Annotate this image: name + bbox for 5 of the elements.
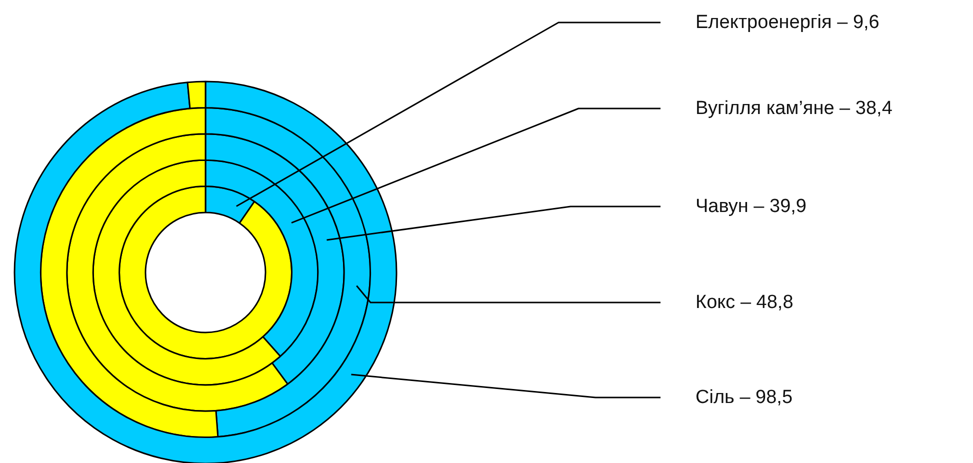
text: Кокс – 48,8 [696, 292, 794, 313]
text: Вугілля кам’яне – 38,4 [696, 98, 893, 119]
text: Електроенергія – 9,6 [696, 12, 880, 33]
text: Сіль – 98,5 [696, 387, 793, 408]
text: Чавун – 39,9 [696, 196, 807, 217]
